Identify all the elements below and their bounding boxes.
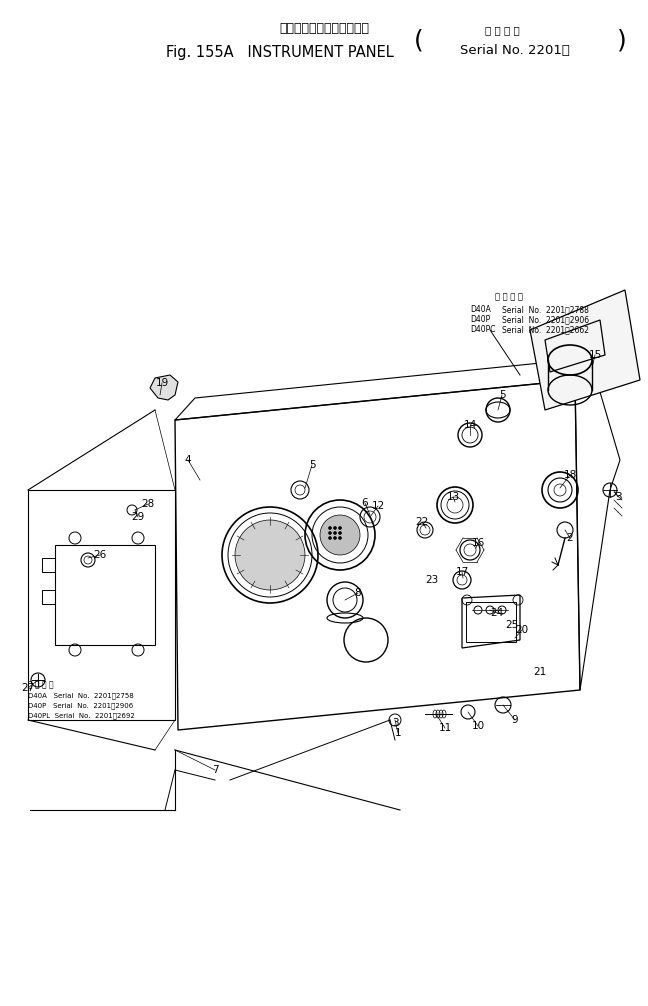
Bar — [466, 602, 516, 642]
Text: 21: 21 — [533, 667, 547, 677]
Circle shape — [334, 536, 336, 539]
Text: D40P: D40P — [470, 315, 491, 324]
Text: 29: 29 — [132, 512, 145, 522]
Text: 適 用 号 機: 適 用 号 機 — [28, 680, 54, 689]
Circle shape — [329, 531, 332, 534]
Text: 27: 27 — [21, 683, 34, 693]
Text: 適 用 号 機: 適 用 号 機 — [485, 25, 520, 35]
Text: Serial No. 2201～: Serial No. 2201～ — [460, 43, 570, 56]
Text: 24: 24 — [491, 608, 503, 618]
Text: 8: 8 — [354, 588, 362, 598]
Text: (: ( — [414, 28, 424, 52]
Text: 17: 17 — [456, 567, 469, 577]
Text: 3: 3 — [615, 492, 621, 502]
Text: D40PC: D40PC — [470, 325, 496, 334]
Text: 5: 5 — [499, 390, 505, 400]
Text: 28: 28 — [141, 499, 155, 509]
Circle shape — [334, 526, 336, 529]
Text: インスツルメント　パネル: インスツルメント パネル — [279, 21, 369, 34]
Text: 25: 25 — [505, 620, 518, 630]
Text: 12: 12 — [371, 501, 385, 511]
Text: D40A   Serial  No.  2201～2758: D40A Serial No. 2201～2758 — [28, 692, 133, 698]
Text: 20: 20 — [515, 625, 529, 635]
Text: 14: 14 — [463, 420, 477, 430]
Text: 1: 1 — [395, 728, 401, 738]
Text: ): ) — [617, 28, 627, 52]
Polygon shape — [150, 375, 178, 400]
Text: Serial  No.  2201～2662: Serial No. 2201～2662 — [502, 325, 589, 334]
Text: Fig. 155A   INSTRUMENT PANEL: Fig. 155A INSTRUMENT PANEL — [166, 44, 394, 59]
Text: D40PL  Serial  No.  2201～2692: D40PL Serial No. 2201～2692 — [28, 712, 135, 718]
Text: D40A: D40A — [470, 305, 491, 314]
Text: 6: 6 — [362, 498, 368, 508]
Text: D40P   Serial  No.  2201～2906: D40P Serial No. 2201～2906 — [28, 702, 133, 708]
Text: 16: 16 — [471, 538, 485, 548]
Bar — [55, 545, 155, 645]
Circle shape — [338, 531, 341, 534]
Text: 11: 11 — [439, 723, 452, 733]
Bar — [42, 590, 55, 604]
Text: 9: 9 — [512, 715, 518, 725]
Circle shape — [338, 536, 341, 539]
Text: Serial  No.  2201～2788: Serial No. 2201～2788 — [502, 305, 589, 314]
Bar — [42, 558, 55, 572]
Text: 2: 2 — [567, 533, 573, 543]
Text: 10: 10 — [472, 721, 485, 731]
Circle shape — [329, 526, 332, 529]
Text: 3: 3 — [391, 718, 399, 728]
Circle shape — [320, 515, 360, 555]
Circle shape — [329, 536, 332, 539]
Text: 22: 22 — [415, 517, 428, 527]
Text: 7: 7 — [212, 765, 218, 775]
Text: 適 用 号 機: 適 用 号 機 — [495, 292, 523, 301]
Text: 4: 4 — [185, 455, 191, 465]
Polygon shape — [530, 290, 640, 410]
Circle shape — [235, 520, 305, 590]
Text: 13: 13 — [446, 492, 459, 502]
Text: Serial  No.  2201～2906: Serial No. 2201～2906 — [502, 315, 589, 324]
Text: 23: 23 — [425, 575, 439, 585]
Text: 19: 19 — [156, 378, 168, 388]
Text: 15: 15 — [588, 350, 601, 360]
Circle shape — [338, 526, 341, 529]
Text: 18: 18 — [563, 470, 577, 480]
Text: 5: 5 — [308, 460, 316, 470]
Circle shape — [334, 531, 336, 534]
Text: 26: 26 — [93, 550, 107, 560]
